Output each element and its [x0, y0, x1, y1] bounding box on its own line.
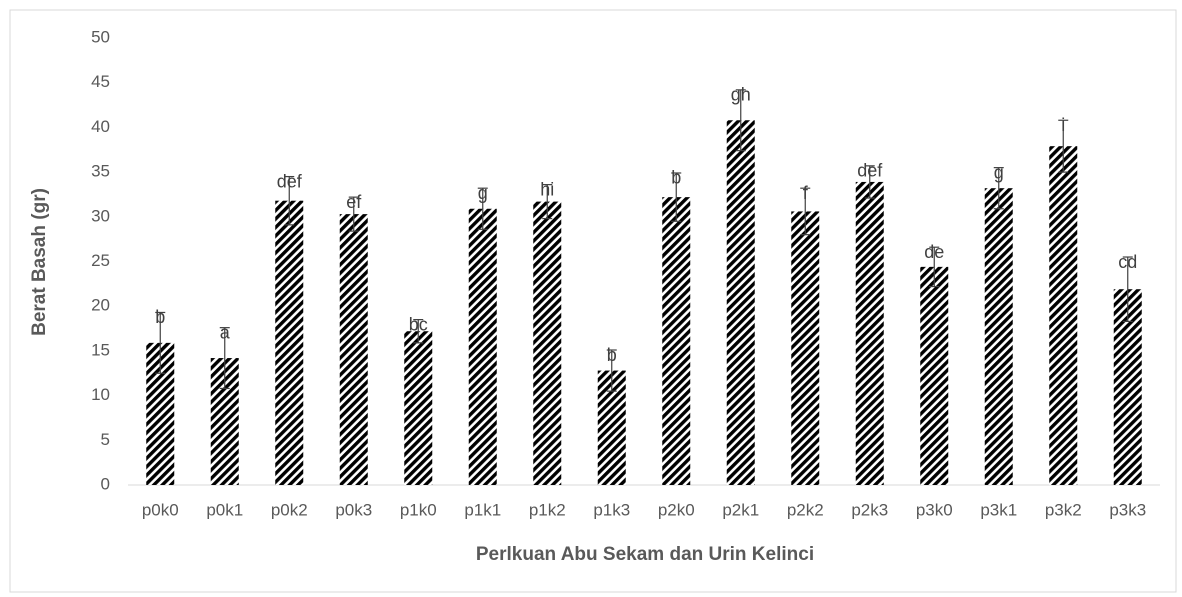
error-bar: [155, 311, 166, 374]
annotation: i: [1061, 115, 1065, 135]
y-tick-label: 0: [101, 474, 110, 493]
x-tick-label: p1k1: [464, 500, 501, 519]
x-tick-label: p0k1: [206, 500, 243, 519]
bar: [533, 201, 562, 486]
error-bar: [800, 187, 811, 236]
annotation: b: [607, 345, 617, 365]
annotation: def: [277, 171, 303, 191]
y-axis-label: Berat Basah (gr): [29, 188, 50, 336]
annotation: f: [803, 183, 809, 203]
error-bar: [284, 175, 295, 226]
annotation: ef: [346, 192, 362, 212]
y-tick-label: 10: [91, 385, 110, 404]
bar: [920, 266, 949, 485]
bar: [726, 120, 755, 486]
x-tick-label: p3k1: [980, 500, 1017, 519]
y-tick-label: 35: [91, 162, 110, 181]
x-tick-label: p2k3: [851, 500, 888, 519]
error-bar: [671, 172, 682, 222]
y-tick-label: 50: [91, 27, 110, 46]
x-tick-label: p3k0: [916, 500, 953, 519]
bar: [404, 331, 433, 485]
y-tick-label: 20: [91, 296, 110, 315]
x-tick-label: p2k0: [658, 500, 695, 519]
annotation: b: [671, 168, 681, 188]
x-tick-label: p0k3: [335, 500, 372, 519]
bar: [275, 200, 304, 485]
x-tick-label: p3k2: [1045, 500, 1082, 519]
bar: [662, 197, 691, 485]
x-tick-label: p2k2: [787, 500, 824, 519]
bar: [791, 211, 820, 485]
x-tick-label: p1k3: [593, 500, 630, 519]
error-bar: [413, 319, 424, 344]
annotation: b: [155, 307, 165, 327]
x-tick-label: p0k2: [271, 500, 308, 519]
bar: [855, 181, 884, 485]
error-bar: [477, 187, 488, 230]
y-tick-label: 5: [101, 430, 110, 449]
annotation: bc: [409, 314, 428, 334]
error-bar: [542, 184, 553, 220]
annotation: a: [220, 322, 231, 342]
error-bar: [929, 246, 940, 288]
x-tick-label: p1k2: [529, 500, 566, 519]
error-bar: [606, 349, 617, 392]
x-axis-label: Perlkuan Abu Sekam dan Urin Kelinci: [476, 544, 814, 565]
y-tick-label: 40: [91, 117, 110, 136]
error-bar: [1122, 256, 1133, 322]
bar: [1049, 146, 1078, 485]
error-bar: [219, 327, 230, 390]
annotation: def: [857, 161, 883, 181]
bar: [984, 188, 1013, 485]
annotation: hi: [540, 179, 554, 199]
error-bar: [1058, 119, 1069, 173]
chart-frame: [9, 9, 1177, 593]
x-tick-label: p1k0: [400, 500, 437, 519]
x-tick-label: p0k0: [142, 500, 179, 519]
annotation: gh: [731, 85, 751, 105]
x-tick-label: p2k1: [722, 500, 759, 519]
y-tick-label: 15: [91, 340, 110, 359]
error-bar: [864, 165, 875, 199]
error-bar: [735, 89, 746, 152]
bar: [339, 214, 368, 486]
error-bar: [993, 167, 1004, 210]
error-bar: [348, 196, 359, 232]
y-tick-label: 30: [91, 206, 110, 225]
annotation: g: [478, 183, 488, 203]
annotation: de: [924, 242, 944, 262]
annotation: cd: [1118, 252, 1137, 272]
y-tick-label: 45: [91, 72, 110, 91]
y-tick-label: 25: [91, 251, 110, 270]
bar: [468, 208, 497, 485]
x-tick-label: p3k3: [1109, 500, 1146, 519]
annotation: g: [994, 162, 1004, 182]
